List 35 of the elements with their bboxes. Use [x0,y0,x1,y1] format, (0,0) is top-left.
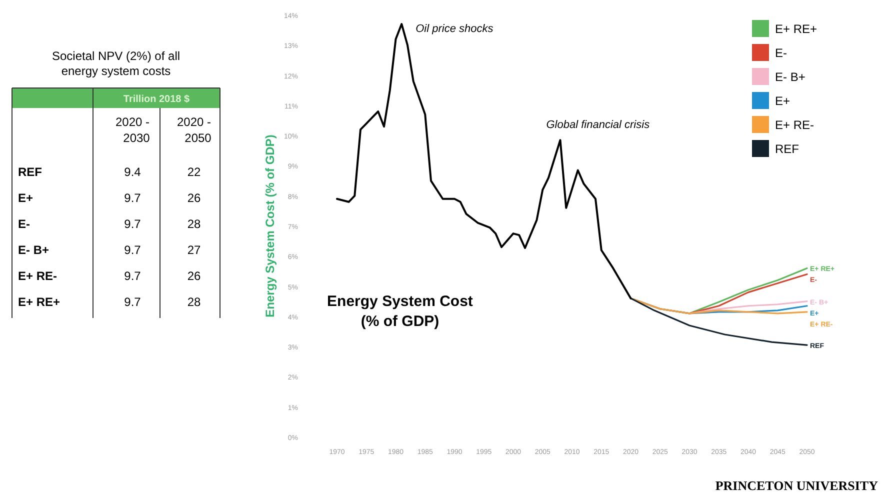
text: Trillion 2018 $ [123,94,190,105]
category-label: E+ RE+ [18,295,60,309]
text: 28 [187,295,201,309]
legend-label: REF [775,142,799,156]
category-label: 2020 - 2030 [115,115,150,145]
category-label: E+ [18,191,34,205]
legend-label: E- B+ [775,70,806,84]
category-label: E- [18,217,30,231]
text: 9.7 [124,191,141,205]
legend-label: E+ RE+ [775,22,818,36]
text: 28 [187,217,201,231]
category-label: 2020 - 2050 [176,115,212,145]
legend-label: E+ RE- [775,118,814,132]
text: Societal NPV (2%) of all energy system costs [52,49,180,78]
line-series [630,298,808,314]
category-label: REF [18,165,42,179]
text: 26 [187,269,201,283]
text: 9.7 [124,217,141,231]
text: 9.4 [124,165,141,179]
text: 22 [187,165,201,179]
text: 9.7 [124,243,141,257]
category-label: E- B+ [18,243,50,257]
line-series [630,298,808,346]
annotation: Global financial crisis [546,119,650,132]
y-axis-title: Energy System Cost (% of GDP) [263,134,277,318]
legend-label: E+ [775,94,790,108]
text: 27 [187,243,201,257]
text: PRINCETON UNIVERSITY [715,478,879,493]
text: 9.7 [124,295,141,309]
legend-label: E- [775,46,788,60]
text: Energy System Cost (% of GDP) [327,293,473,330]
text: 26 [187,191,201,205]
annotation: Oil price shocks [416,23,494,36]
text: 9.7 [124,269,141,283]
category-label: E+ RE- [18,269,58,283]
